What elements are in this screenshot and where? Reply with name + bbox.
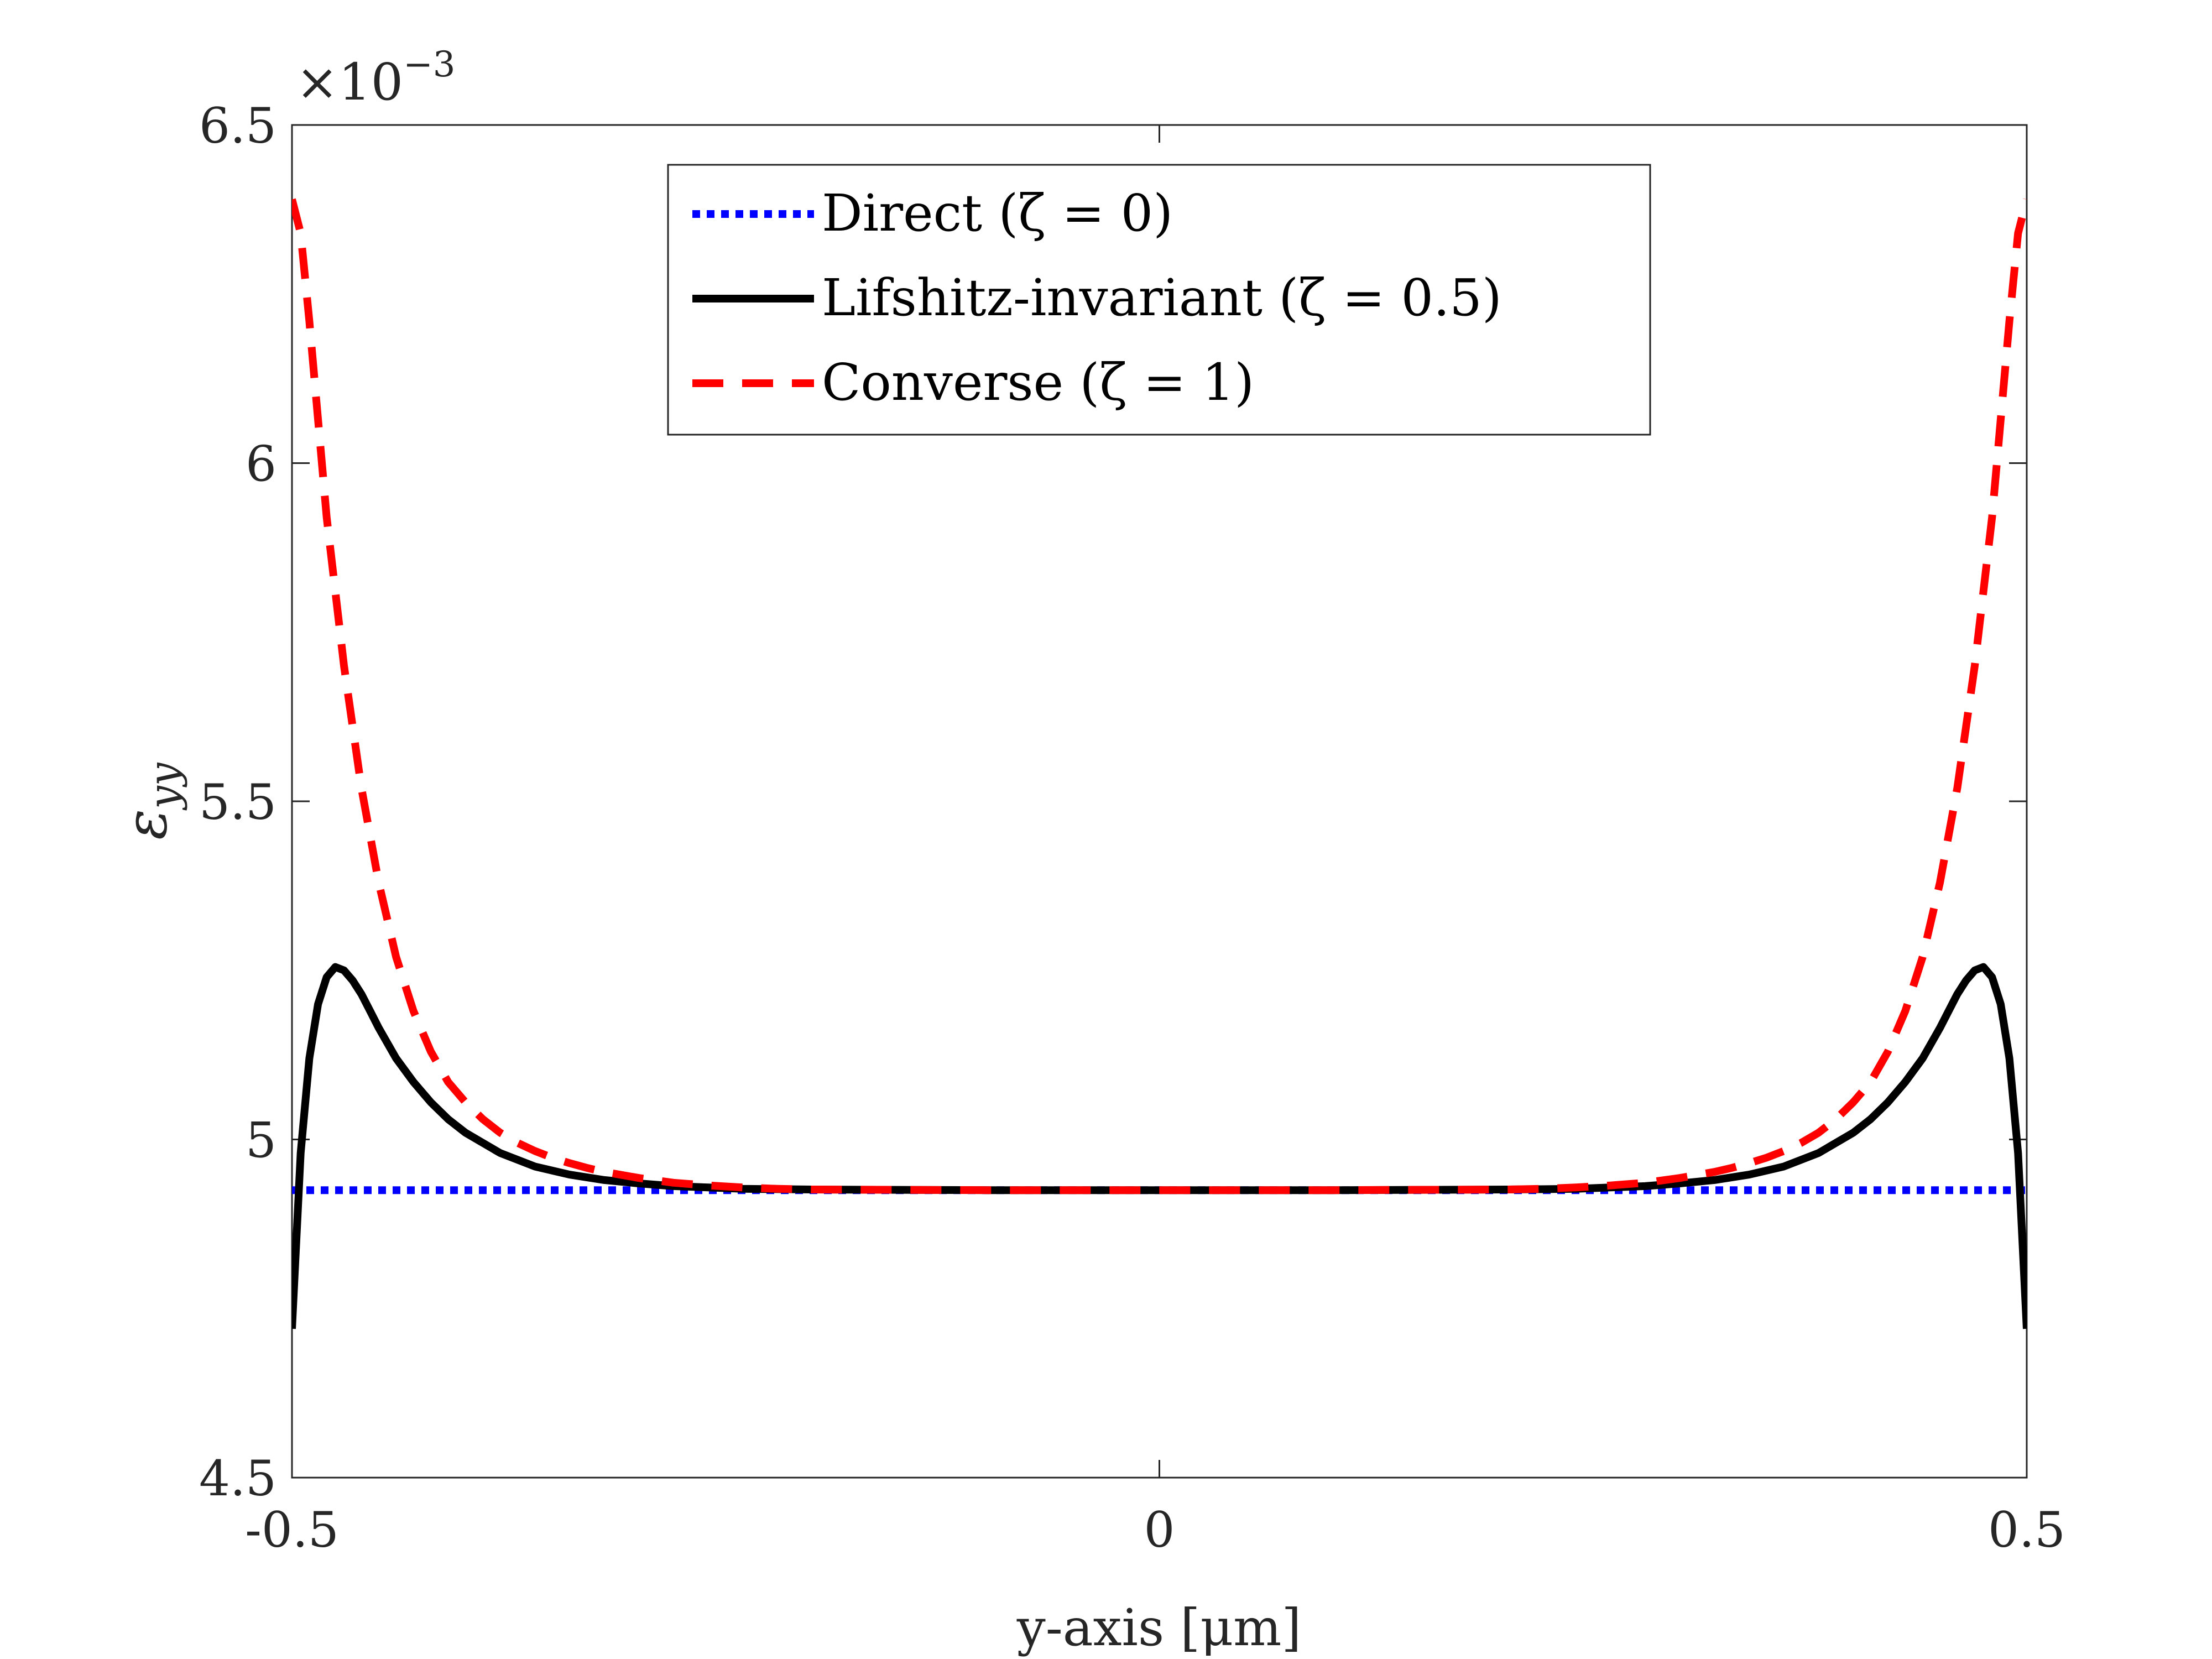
y-tick-label: 6.5 xyxy=(199,97,276,154)
x-tick-labels: -0.5 0 0.5 xyxy=(245,1501,2065,1558)
legend-label-converse: Converse (ζ = 1) xyxy=(822,353,1254,412)
x-tick-label: 0.5 xyxy=(1988,1501,2065,1558)
series-layer xyxy=(292,198,2027,1329)
x-tick-label: -0.5 xyxy=(245,1501,339,1558)
y-tick-label: 4.5 xyxy=(199,1450,276,1507)
y-axis-label: εyy xyxy=(112,762,188,840)
legend-box xyxy=(667,164,1651,436)
y-axis-label-main: ε xyxy=(112,809,180,840)
y-tick-label: 6 xyxy=(246,436,276,493)
y-exponent-label: ×10−3 xyxy=(296,44,456,112)
x-tick-label: 0 xyxy=(1144,1501,1175,1558)
legend-label-direct: Direct (ζ = 0) xyxy=(822,184,1173,243)
x-axis-label: y-axis [μm] xyxy=(1016,1598,1302,1657)
legend-label-lifshitz: Lifshitz-invariant (ζ = 0.5) xyxy=(822,268,1502,327)
y-exponent-base: ×10 xyxy=(296,53,403,112)
y-tick-labels: 4.5 5 5.5 6 6.5 xyxy=(199,97,276,1507)
y-tick-label: 5 xyxy=(246,1112,276,1169)
legend: Direct (ζ = 0) Lifshitz-invariant (ζ = 0… xyxy=(667,164,1651,436)
series-converse-line xyxy=(292,198,2027,1194)
y-tick-label: 5.5 xyxy=(199,774,276,831)
y-axis-label-sub: yy xyxy=(140,762,188,811)
y-exponent-power: −3 xyxy=(403,44,455,85)
